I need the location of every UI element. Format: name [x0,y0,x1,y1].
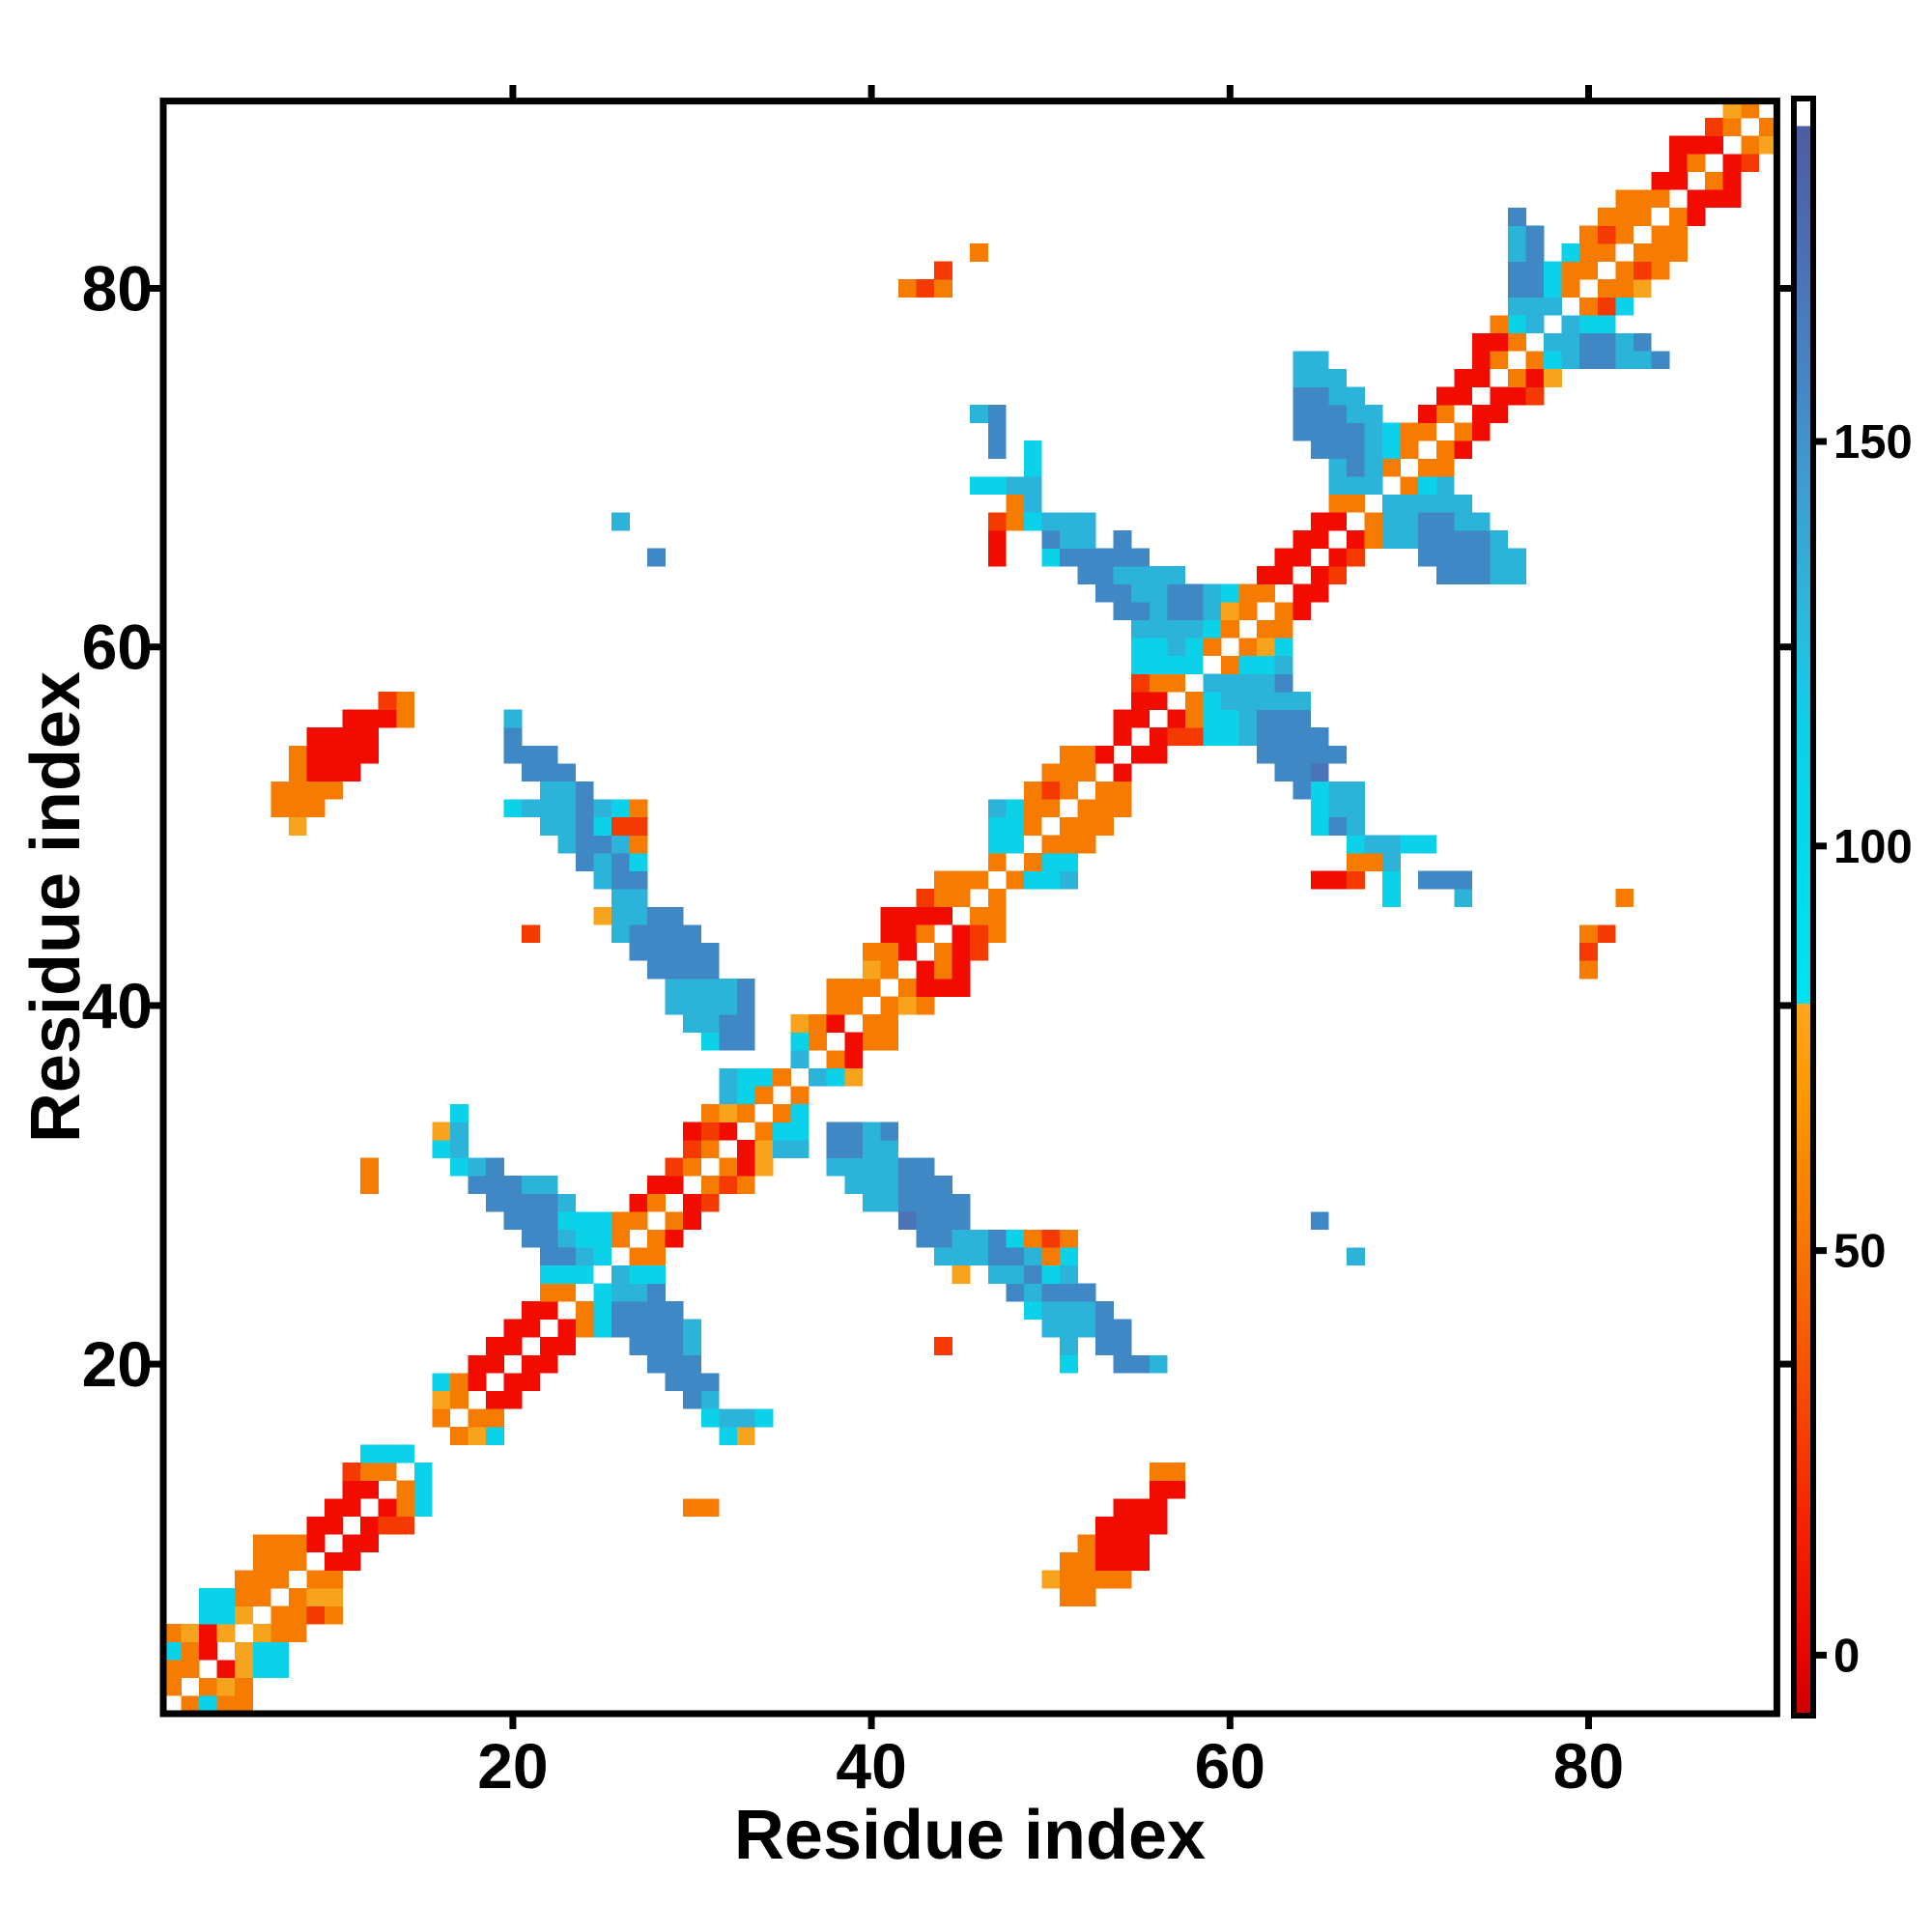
svg-text:80: 80 [1553,1730,1624,1802]
svg-text:40: 40 [836,1730,906,1802]
svg-text:80: 80 [82,253,153,325]
svg-text:60: 60 [82,611,153,683]
svg-text:40: 40 [82,970,153,1041]
svg-text:Residue index: Residue index [734,1797,1206,1874]
svg-text:Residue index: Residue index [17,671,95,1143]
svg-text:0: 0 [1833,1630,1860,1682]
svg-text:100: 100 [1833,821,1913,873]
svg-text:20: 20 [477,1730,548,1802]
svg-text:150: 150 [1833,416,1913,469]
svg-text:20: 20 [82,1328,153,1400]
svg-text:60: 60 [1195,1730,1265,1802]
svg-text:50: 50 [1833,1226,1887,1278]
